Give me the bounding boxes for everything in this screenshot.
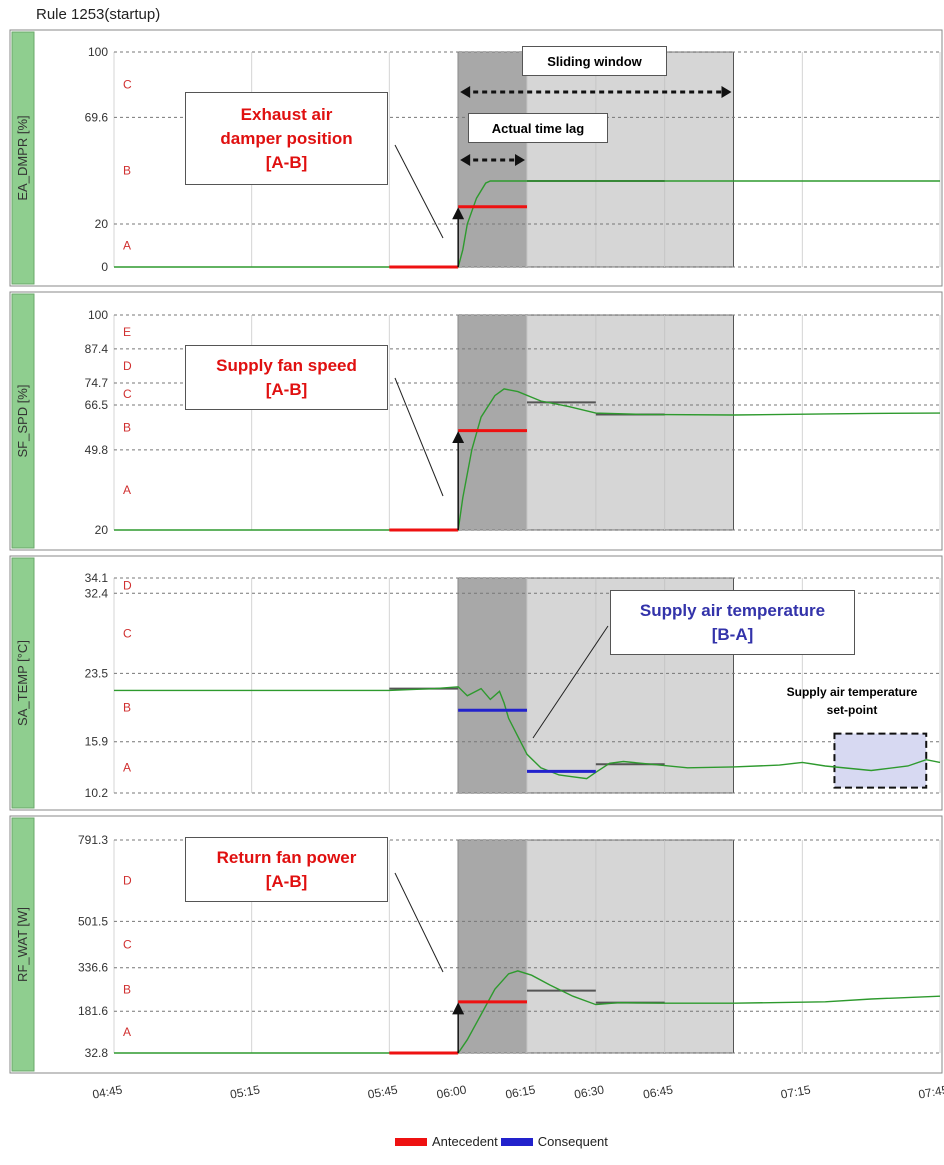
x-tick-label: 07:15 [780, 1083, 812, 1102]
zone-label: B [123, 701, 131, 715]
panel-ylabel: EA_DMPR [%] [15, 115, 30, 200]
callout-leader-line [532, 625, 609, 739]
callout-ea-line-1: Exhaust air [240, 104, 333, 124]
setpoint-label: Supply air temperature set-point [762, 683, 942, 719]
y-tick-label: 49.8 [85, 443, 109, 457]
y-tick-label: 23.5 [85, 666, 109, 680]
y-tick-label: 20 [95, 523, 109, 537]
callout-rf-line-1: Return fan power [216, 847, 357, 867]
callout-leader-line [394, 872, 444, 973]
zone-label: C [123, 938, 132, 952]
y-tick-label: 74.7 [85, 376, 109, 390]
x-tick-label: 06:45 [642, 1083, 674, 1102]
panel-label-strip [11, 293, 35, 549]
zone-label: D [123, 579, 132, 593]
panel-ylabel: SF_SPD [%] [15, 385, 30, 458]
panel-4: RF_WAT [W] 32.8 181.6 336.6 501.5 791.3 A B C D [9, 815, 943, 1074]
zone-label: B [123, 982, 131, 996]
zone-label: A [123, 483, 131, 497]
callout-ea-dmpr: Exhaust air damper position [A-B] [185, 92, 388, 185]
callout-sf-spd: Supply fan speed [A-B] [185, 345, 388, 410]
callout-sa-line-2: [B-A] [711, 624, 754, 644]
y-tick-label: 10.2 [85, 786, 109, 800]
y-tick-label: 69.6 [85, 110, 109, 124]
legend-swatch-antecedent [395, 1137, 427, 1146]
legend-item-antecedent: Antecedent [395, 1134, 498, 1149]
y-tick-label: 791.3 [78, 833, 108, 847]
callout-ea-line-2: damper position [220, 128, 353, 148]
setpoint-label-line-2: set-point [826, 703, 878, 717]
zone-label: C [123, 626, 132, 640]
sliding-window-arrow-head-left [460, 86, 471, 98]
callout-rf-wat: Return fan power [A-B] [185, 837, 388, 902]
actual-time-lag-label: Actual time lag [468, 113, 608, 143]
panel-label-strip [11, 817, 35, 1072]
y-tick-label: 336.6 [78, 961, 108, 975]
time-lag-arrow-head-left [460, 154, 471, 166]
x-tick-label: 06:15 [504, 1083, 536, 1102]
callout-rf-line-2: [A-B] [265, 871, 308, 891]
callout-sf-line-1: Supply fan speed [216, 355, 357, 375]
y-tick-label: 100 [88, 308, 108, 322]
panel-1: EA_DMPR [%] 0 20 69.6 100 A B C [9, 29, 943, 287]
signal-line [114, 388, 941, 531]
time-lag-region [458, 315, 527, 530]
time-lag-region [458, 840, 527, 1053]
zone-label: B [123, 164, 131, 178]
zone-label: A [123, 239, 131, 253]
setpoint-label-line-1: Supply air temperature [786, 685, 918, 699]
callout-sf-line-2: [A-B] [265, 379, 308, 399]
callout-leader-line [394, 144, 444, 239]
zone-label: C [123, 387, 132, 401]
time-lag-arrow-head-right [515, 154, 525, 166]
zone-label: E [123, 325, 131, 339]
y-tick-label: 15.9 [85, 735, 109, 749]
setpoint-region [833, 732, 928, 789]
zone-label: D [123, 874, 132, 888]
callout-ea-line-3: [A-B] [265, 152, 308, 172]
x-tick-label: 05:15 [229, 1083, 261, 1102]
panel-label-strip [11, 31, 35, 285]
callout-leader-line [394, 377, 444, 497]
sliding-window-label: Sliding window [522, 46, 667, 76]
x-tick-label: 06:30 [573, 1083, 605, 1102]
y-tick-label: 501.5 [78, 914, 108, 928]
zone-label: C [123, 78, 132, 92]
y-tick-label: 20 [95, 217, 109, 231]
zone-label: B [123, 420, 131, 434]
zone-label: D [123, 359, 132, 373]
legend-item-consequent: Consequent [500, 1134, 608, 1149]
zone-label: A [123, 1025, 131, 1039]
callout-sa-temp: Supply air temperature [B-A] [610, 590, 855, 655]
x-tick-label: 06:00 [435, 1083, 467, 1102]
y-tick-label: 0 [101, 260, 108, 274]
figure-title: Rule 1253(startup) [36, 6, 161, 23]
time-lag-region [458, 578, 527, 793]
panel-ylabel: SA_TEMP [°C] [15, 640, 30, 726]
panel-label-strip [11, 557, 35, 809]
x-tick-label: 04:45 [91, 1083, 123, 1102]
signal-line [114, 970, 941, 1054]
legend: Antecedent Consequent [395, 1134, 611, 1149]
legend-swatch-consequent [500, 1137, 533, 1146]
legend-label-consequent: Consequent [537, 1134, 608, 1149]
y-tick-label: 34.1 [85, 571, 109, 585]
zone-label: A [123, 760, 131, 774]
legend-label-antecedent: Antecedent [432, 1134, 498, 1149]
panel-2: SF_SPD [%] 20 49.8 66.5 74.7 87.4 100 A B CD E [9, 291, 943, 551]
y-tick-label: 66.5 [85, 398, 109, 412]
sliding-window-arrow-head-right [721, 86, 732, 98]
y-tick-label: 100 [88, 45, 108, 59]
y-tick-label: 32.8 [85, 1046, 109, 1060]
x-tick-label: 07:45 [917, 1083, 944, 1102]
panel-ylabel: RF_WAT [W] [15, 907, 30, 982]
signal-line [114, 686, 941, 780]
callout-sa-line-1: Supply air temperature [639, 600, 826, 620]
y-tick-label: 32.4 [85, 586, 109, 600]
y-tick-label: 87.4 [85, 342, 109, 356]
y-tick-label: 181.6 [78, 1004, 108, 1018]
x-tick-label: 05:45 [367, 1083, 399, 1102]
